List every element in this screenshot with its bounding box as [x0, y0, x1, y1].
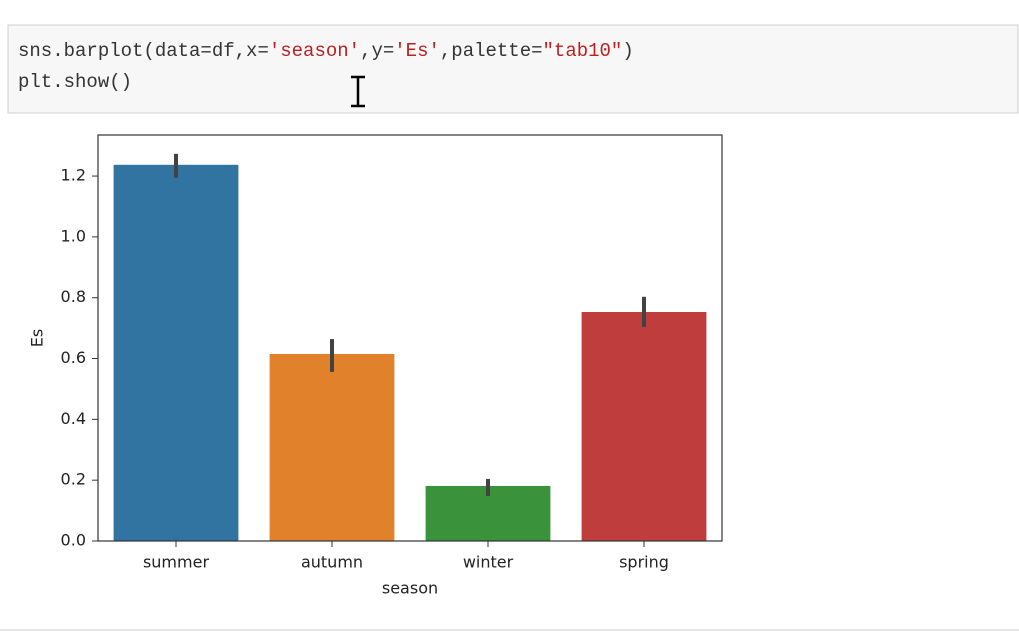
- code-token: sns.barplot(data=df,x=: [18, 40, 269, 62]
- x-tick-label: winter: [463, 553, 514, 572]
- code-token: ): [622, 40, 633, 62]
- x-tick-label: spring: [619, 553, 669, 572]
- y-tick-label: 0.8: [61, 287, 86, 306]
- x-tick-label: summer: [143, 553, 209, 572]
- code-cell[interactable]: [7, 24, 1019, 114]
- code-line: sns.barplot(data=df,x='season',y='Es',pa…: [18, 40, 634, 62]
- text-cursor: [351, 75, 365, 108]
- code-token: plt.show(): [18, 71, 132, 93]
- y-tick-label: 1.0: [61, 226, 86, 245]
- chart: 0.0 0.2 0.4 0.6 0.8 1.0 1.2 summer autumn winter s…: [28, 134, 723, 598]
- bar: [113, 164, 239, 541]
- plot-frame: [97, 134, 723, 542]
- y-tick-label: 0.2: [61, 470, 86, 489]
- x-tick-label: autumn: [301, 553, 363, 572]
- code-line: plt.show(): [18, 71, 132, 93]
- bar: [269, 353, 395, 541]
- y-tick-label: 0.4: [61, 409, 86, 428]
- bar: [581, 311, 707, 541]
- code-string: 'Es': [394, 40, 440, 62]
- code-token: ,y=: [360, 40, 394, 62]
- y-tick-label: 1.2: [61, 166, 86, 185]
- code-string: "tab10": [543, 40, 623, 62]
- x-axis-label: season: [382, 579, 438, 598]
- y-tick-label: 0.0: [61, 531, 86, 550]
- code-string: 'season': [269, 40, 360, 62]
- y-tick-label: 0.6: [61, 348, 86, 367]
- code-token: ,palette=: [440, 40, 543, 62]
- y-axis-label: Es: [28, 329, 47, 347]
